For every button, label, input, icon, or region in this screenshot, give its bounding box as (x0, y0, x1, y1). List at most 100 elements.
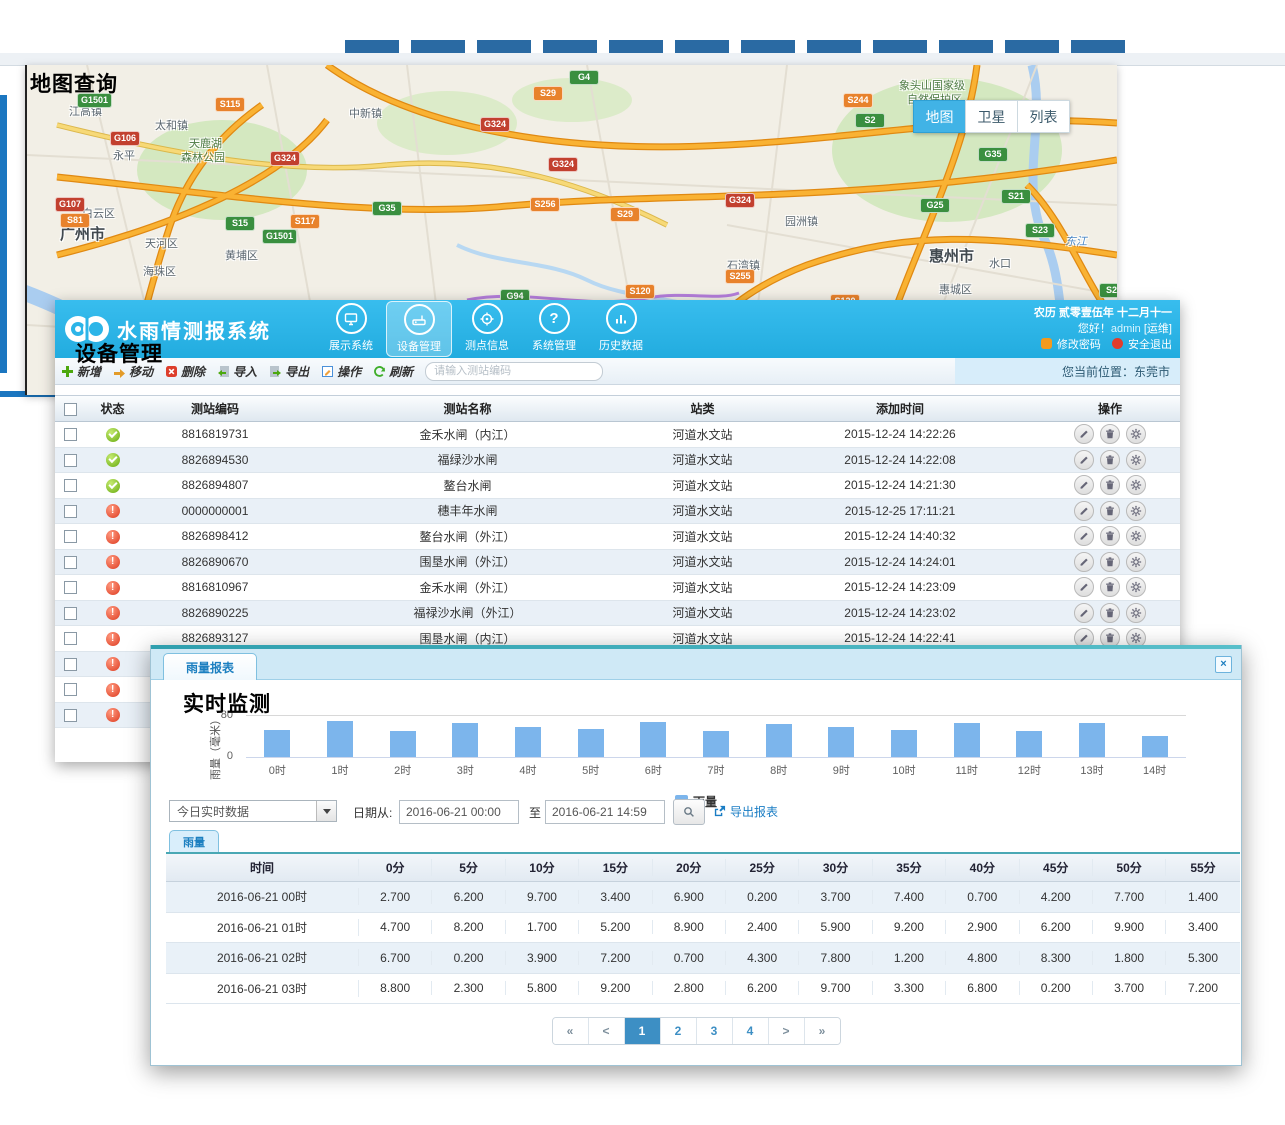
station-code-search-input[interactable] (425, 361, 604, 381)
operate-button[interactable]: 操作 (321, 363, 361, 380)
tab-rain-report[interactable]: 雨量报表 (163, 653, 257, 680)
column-header: 添加时间 (875, 402, 924, 416)
delete-button[interactable]: 删除 (165, 363, 205, 380)
station-row: 8826898412 鳌台水闸（外江） 河道水文站 2015-12-24 14:40:… (55, 524, 1180, 550)
nav-history-data[interactable]: 历史数据 (589, 301, 653, 355)
page-button-1[interactable]: 1 (624, 1018, 661, 1044)
nav-system-management[interactable]: ? 系统管理 (522, 301, 586, 355)
chevron-down-icon (316, 801, 336, 821)
delete-row-button[interactable] (1100, 602, 1120, 623)
move-button[interactable]: 移动 (113, 363, 153, 380)
column-header: 55分 (1190, 861, 1216, 875)
pager-arrow[interactable]: » (804, 1018, 840, 1044)
added-time: 2015-12-24 14:22:08 (844, 452, 956, 467)
edit-button[interactable] (1074, 526, 1094, 547)
refresh-button[interactable]: 刷新 (373, 363, 413, 380)
page-button-4[interactable]: 4 (732, 1018, 769, 1044)
delete-row-button[interactable] (1100, 449, 1120, 470)
import-button[interactable]: 导入 (217, 363, 257, 380)
export-report-link[interactable]: 导出报表 (713, 803, 778, 820)
pager-arrow[interactable]: > (768, 1018, 805, 1044)
close-icon[interactable]: × (1215, 656, 1232, 673)
edit-button[interactable] (1074, 475, 1094, 496)
rain-value: 3.300 (873, 981, 947, 996)
column-header: 时间 (166, 859, 359, 876)
settings-button[interactable] (1126, 500, 1146, 521)
column-header: 测站编码 (190, 402, 239, 416)
column-header: 0分 (359, 859, 433, 876)
delete-row-button[interactable] (1100, 424, 1120, 445)
y-tick-min: 0 (226, 750, 233, 762)
pager-arrow[interactable]: « (552, 1018, 589, 1044)
subtab-rain[interactable]: 雨量 (169, 830, 219, 852)
hour-label: 2016-06-21 01时 (166, 918, 359, 936)
delete-row-button[interactable] (1100, 551, 1120, 572)
settings-button[interactable] (1126, 424, 1146, 445)
settings-button[interactable] (1126, 577, 1146, 598)
nav-station-info[interactable]: 测点信息 (455, 301, 519, 355)
rain-bar (452, 723, 479, 757)
delete-row-button[interactable] (1100, 577, 1120, 598)
road-badge: S120 (625, 284, 655, 299)
edit-button[interactable] (1074, 500, 1094, 521)
settings-button[interactable] (1126, 449, 1146, 470)
nav-display-system[interactable]: 展示系统 (319, 301, 383, 355)
delete-row-button[interactable] (1100, 475, 1120, 496)
station-type: 河道水文站 (672, 555, 733, 570)
row-checkbox[interactable] (63, 708, 77, 722)
list-button[interactable]: 列表 (1017, 100, 1070, 133)
row-checkbox[interactable] (63, 453, 77, 467)
select-all-checkbox[interactable] (63, 402, 77, 416)
satellite-button[interactable]: 卫星 (965, 100, 1018, 133)
pager-arrow[interactable]: < (588, 1018, 625, 1044)
settings-button[interactable] (1126, 475, 1146, 496)
add-button[interactable]: 新增 (61, 363, 101, 380)
pagination-group: «<1 2 3 4 >» (551, 1017, 841, 1045)
settings-button[interactable] (1126, 602, 1146, 623)
change-password-link[interactable]: 修改密码 (1056, 339, 1101, 351)
delete-row-button[interactable] (1100, 526, 1120, 547)
station-row: 8826890670 围垦水闸（外江） 河道水文站 2015-12-24 14:24:… (55, 549, 1180, 575)
station-row: 8816819731 金禾水闸（内江） 河道水文站 2015-12-24 14:22:… (55, 422, 1180, 448)
map-type-switch: 地图 卫星 列表 (913, 100, 1070, 133)
query-button[interactable] (673, 799, 705, 825)
settings-button[interactable] (1126, 551, 1146, 572)
row-checkbox[interactable] (63, 581, 77, 595)
rain-value: 3.400 (579, 889, 653, 904)
nav-device-management[interactable]: 设备管理 (386, 301, 452, 357)
row-checkbox[interactable] (63, 632, 77, 646)
logout-link[interactable]: 安全退出 (1128, 339, 1172, 351)
road-badge: S15 (225, 216, 255, 231)
row-checkbox[interactable] (63, 606, 77, 620)
date-from-input[interactable] (399, 800, 519, 824)
status-err-icon (105, 708, 120, 723)
edit-button[interactable] (1074, 602, 1094, 623)
x-axis-label: 2时 (394, 765, 412, 777)
realtime-monitor-window: 雨量报表 × 雨量（毫米） 80 0 0时 1时 2时 3时 4时 5时 6时 7时 8时 9时 1… (150, 645, 1242, 1066)
date-to-input[interactable] (545, 800, 665, 824)
column-header: 10分 (506, 859, 580, 876)
x-axis-label: 11时 (955, 765, 978, 777)
edit-button[interactable] (1074, 449, 1094, 470)
x-axis-label: 12时 (1017, 765, 1041, 777)
row-checkbox[interactable] (63, 530, 77, 544)
row-checkbox[interactable] (63, 504, 77, 518)
edit-button[interactable] (1074, 577, 1094, 598)
delete-row-button[interactable] (1100, 500, 1120, 521)
page-button-3[interactable]: 3 (696, 1018, 733, 1044)
export-button[interactable]: 导出 (269, 363, 309, 380)
page-button-2[interactable]: 2 (660, 1018, 697, 1044)
edit-button[interactable] (1074, 628, 1094, 649)
x-axis-label: 0时 (268, 765, 286, 777)
rain-table-header: 时间 0分 5分 10分 15分 20分 25分 30分 35分 40分 45分 50分 55分 (166, 854, 1240, 882)
edit-button[interactable] (1074, 424, 1094, 445)
row-checkbox[interactable] (63, 683, 77, 697)
row-checkbox[interactable] (63, 428, 77, 442)
edit-button[interactable] (1074, 551, 1094, 572)
data-mode-select[interactable]: 今日实时数据 (169, 800, 337, 822)
settings-button[interactable] (1126, 526, 1146, 547)
row-checkbox[interactable] (63, 555, 77, 569)
map-button[interactable]: 地图 (913, 100, 966, 133)
row-checkbox[interactable] (63, 479, 77, 493)
row-checkbox[interactable] (63, 657, 77, 671)
